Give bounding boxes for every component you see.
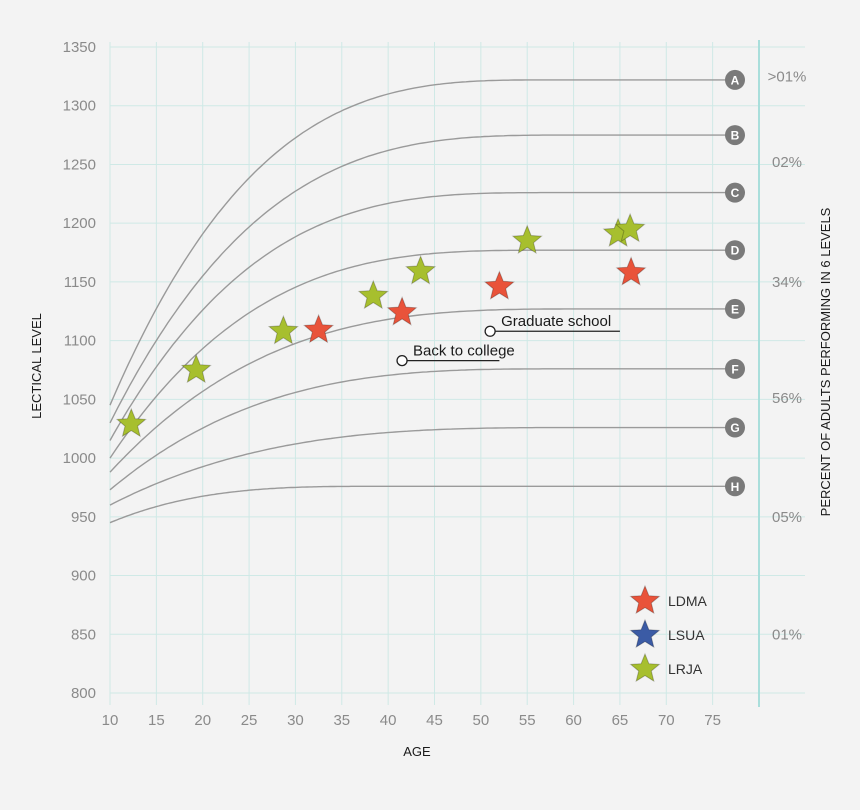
data-points <box>115 212 647 438</box>
trajectory-curve-e <box>109 308 735 473</box>
percent-labels: >01% 02% 34% 56% 05% 01% <box>768 68 807 643</box>
data-point-star-ldma <box>483 270 515 300</box>
trajectory-curve-b <box>109 134 735 424</box>
trajectory-badge-label: A <box>731 73 740 87</box>
x-tick-label: 55 <box>519 712 536 729</box>
x-tick-label: 25 <box>241 712 258 729</box>
y2-axis-title: PERCENT OF ADULTS PERFORMING IN 6 LEVELS <box>818 207 833 516</box>
y-tick-label: 1000 <box>63 450 96 467</box>
data-point-star-ldma <box>303 313 335 344</box>
y-tick-label: 900 <box>71 568 96 585</box>
data-point-star-ldma <box>615 256 647 286</box>
legend-label: LRJA <box>668 661 703 677</box>
y-tick-label: 950 <box>71 509 96 526</box>
trajectory-curve-a <box>109 79 735 406</box>
legend-label: LDMA <box>668 593 708 609</box>
trajectory-badges: A B C D E F G H <box>725 69 745 497</box>
y-tick-label: 1250 <box>63 156 96 173</box>
trajectory-badge-c <box>725 182 745 203</box>
y-tick-label: 1200 <box>63 215 96 232</box>
percent-label: >01% <box>768 68 807 85</box>
trajectory-badge-label: F <box>731 362 738 376</box>
data-point-star-lrja <box>511 224 543 254</box>
trajectory-badge-b <box>725 125 745 146</box>
trajectory-curve-g <box>109 426 735 506</box>
trajectory-badge-f <box>725 358 745 379</box>
y-tick-label: 1300 <box>63 98 96 115</box>
legend: LDMA LSUA LRJA <box>629 584 708 683</box>
trajectory-badge-a <box>725 69 745 90</box>
y-tick-label: 1100 <box>64 333 96 350</box>
data-point-star-lrja <box>405 254 437 285</box>
x-tick-label: 50 <box>473 712 490 729</box>
trajectory-curve-f <box>109 368 735 491</box>
y-tick-labels: 800 850 900 950 1000 1050 1100 1150 1200 1250 1300… <box>63 39 96 702</box>
percent-label: 02% <box>772 154 802 171</box>
data-point-star-lrja <box>180 353 212 384</box>
x-tick-label: 60 <box>565 712 582 729</box>
trajectory-curve-c <box>109 191 735 441</box>
trajectory-badge-label: E <box>731 302 739 316</box>
trajectory-badge-h <box>725 476 745 497</box>
annotations: Graduate school Back to college <box>396 313 620 367</box>
trajectory-badge-d <box>725 240 745 261</box>
trajectory-badge-label: B <box>731 129 740 143</box>
annotation-label: Back to college <box>413 343 515 360</box>
grid <box>109 42 805 705</box>
x-tick-label: 65 <box>612 712 629 729</box>
trajectory-curve-h <box>109 485 735 524</box>
legend-label: LSUA <box>668 627 705 643</box>
x-tick-label: 10 <box>102 712 119 729</box>
trajectory-curves <box>109 79 735 524</box>
x-tick-label: 45 <box>426 712 443 729</box>
legend-star-lsua <box>629 618 661 649</box>
percent-label: 56% <box>772 390 802 407</box>
data-point-star-ldma <box>386 296 418 326</box>
x-tick-label: 20 <box>194 712 211 729</box>
data-point-star-lrja <box>115 407 147 438</box>
trajectory-badge-label: C <box>731 186 740 200</box>
y-axis-title: LECTICAL LEVEL <box>29 313 44 419</box>
y-tick-label: 1350 <box>63 39 96 56</box>
percent-label: 34% <box>772 274 802 291</box>
y-tick-label: 1050 <box>63 391 96 408</box>
x-tick-labels: 10 15 20 25 30 35 40 45 50 55 60 65 70 75 <box>102 712 721 729</box>
y-tick-label: 800 <box>71 685 96 702</box>
y-tick-label: 1150 <box>64 274 96 291</box>
x-tick-label: 30 <box>287 712 304 729</box>
trajectory-badge-e <box>725 298 745 319</box>
data-point-star-lrja <box>614 212 646 243</box>
legend-star-lrja <box>629 652 661 683</box>
x-axis-title: AGE <box>403 744 431 759</box>
annotation-label: Graduate school <box>501 313 611 330</box>
trajectory-badge-label: D <box>731 244 740 258</box>
data-point-star-lrja <box>267 314 299 345</box>
trajectory-badge-g <box>725 417 745 438</box>
data-point-star-lrja <box>357 279 389 310</box>
x-tick-label: 35 <box>333 712 350 729</box>
annotation-marker <box>396 354 408 367</box>
percent-label: 05% <box>772 509 802 526</box>
annotation-marker <box>484 325 496 337</box>
legend-star-ldma <box>629 584 661 615</box>
x-tick-label: 70 <box>658 712 675 729</box>
y-tick-label: 850 <box>71 626 96 643</box>
percent-label: 01% <box>772 626 802 643</box>
trajectory-badge-label: H <box>731 480 740 494</box>
x-tick-label: 75 <box>704 712 721 729</box>
x-tick-label: 40 <box>380 712 397 729</box>
trajectory-badge-label: G <box>730 421 739 435</box>
x-tick-label: 15 <box>148 712 165 729</box>
